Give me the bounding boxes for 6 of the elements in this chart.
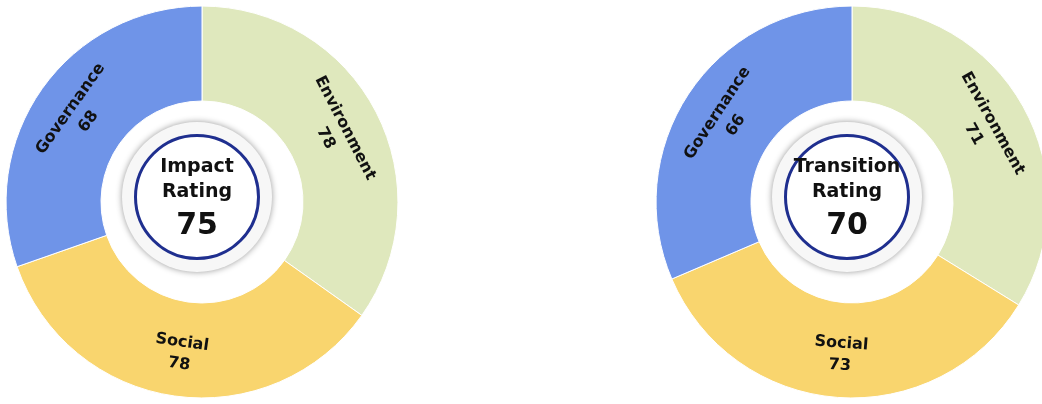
text: 75	[176, 206, 218, 242]
text: 70	[826, 206, 868, 242]
text: Impact Rating	[159, 152, 235, 203]
data-label: 73	[828, 353, 852, 375]
slice-label: Social	[814, 330, 869, 354]
text: Transition Rating	[792, 152, 902, 203]
